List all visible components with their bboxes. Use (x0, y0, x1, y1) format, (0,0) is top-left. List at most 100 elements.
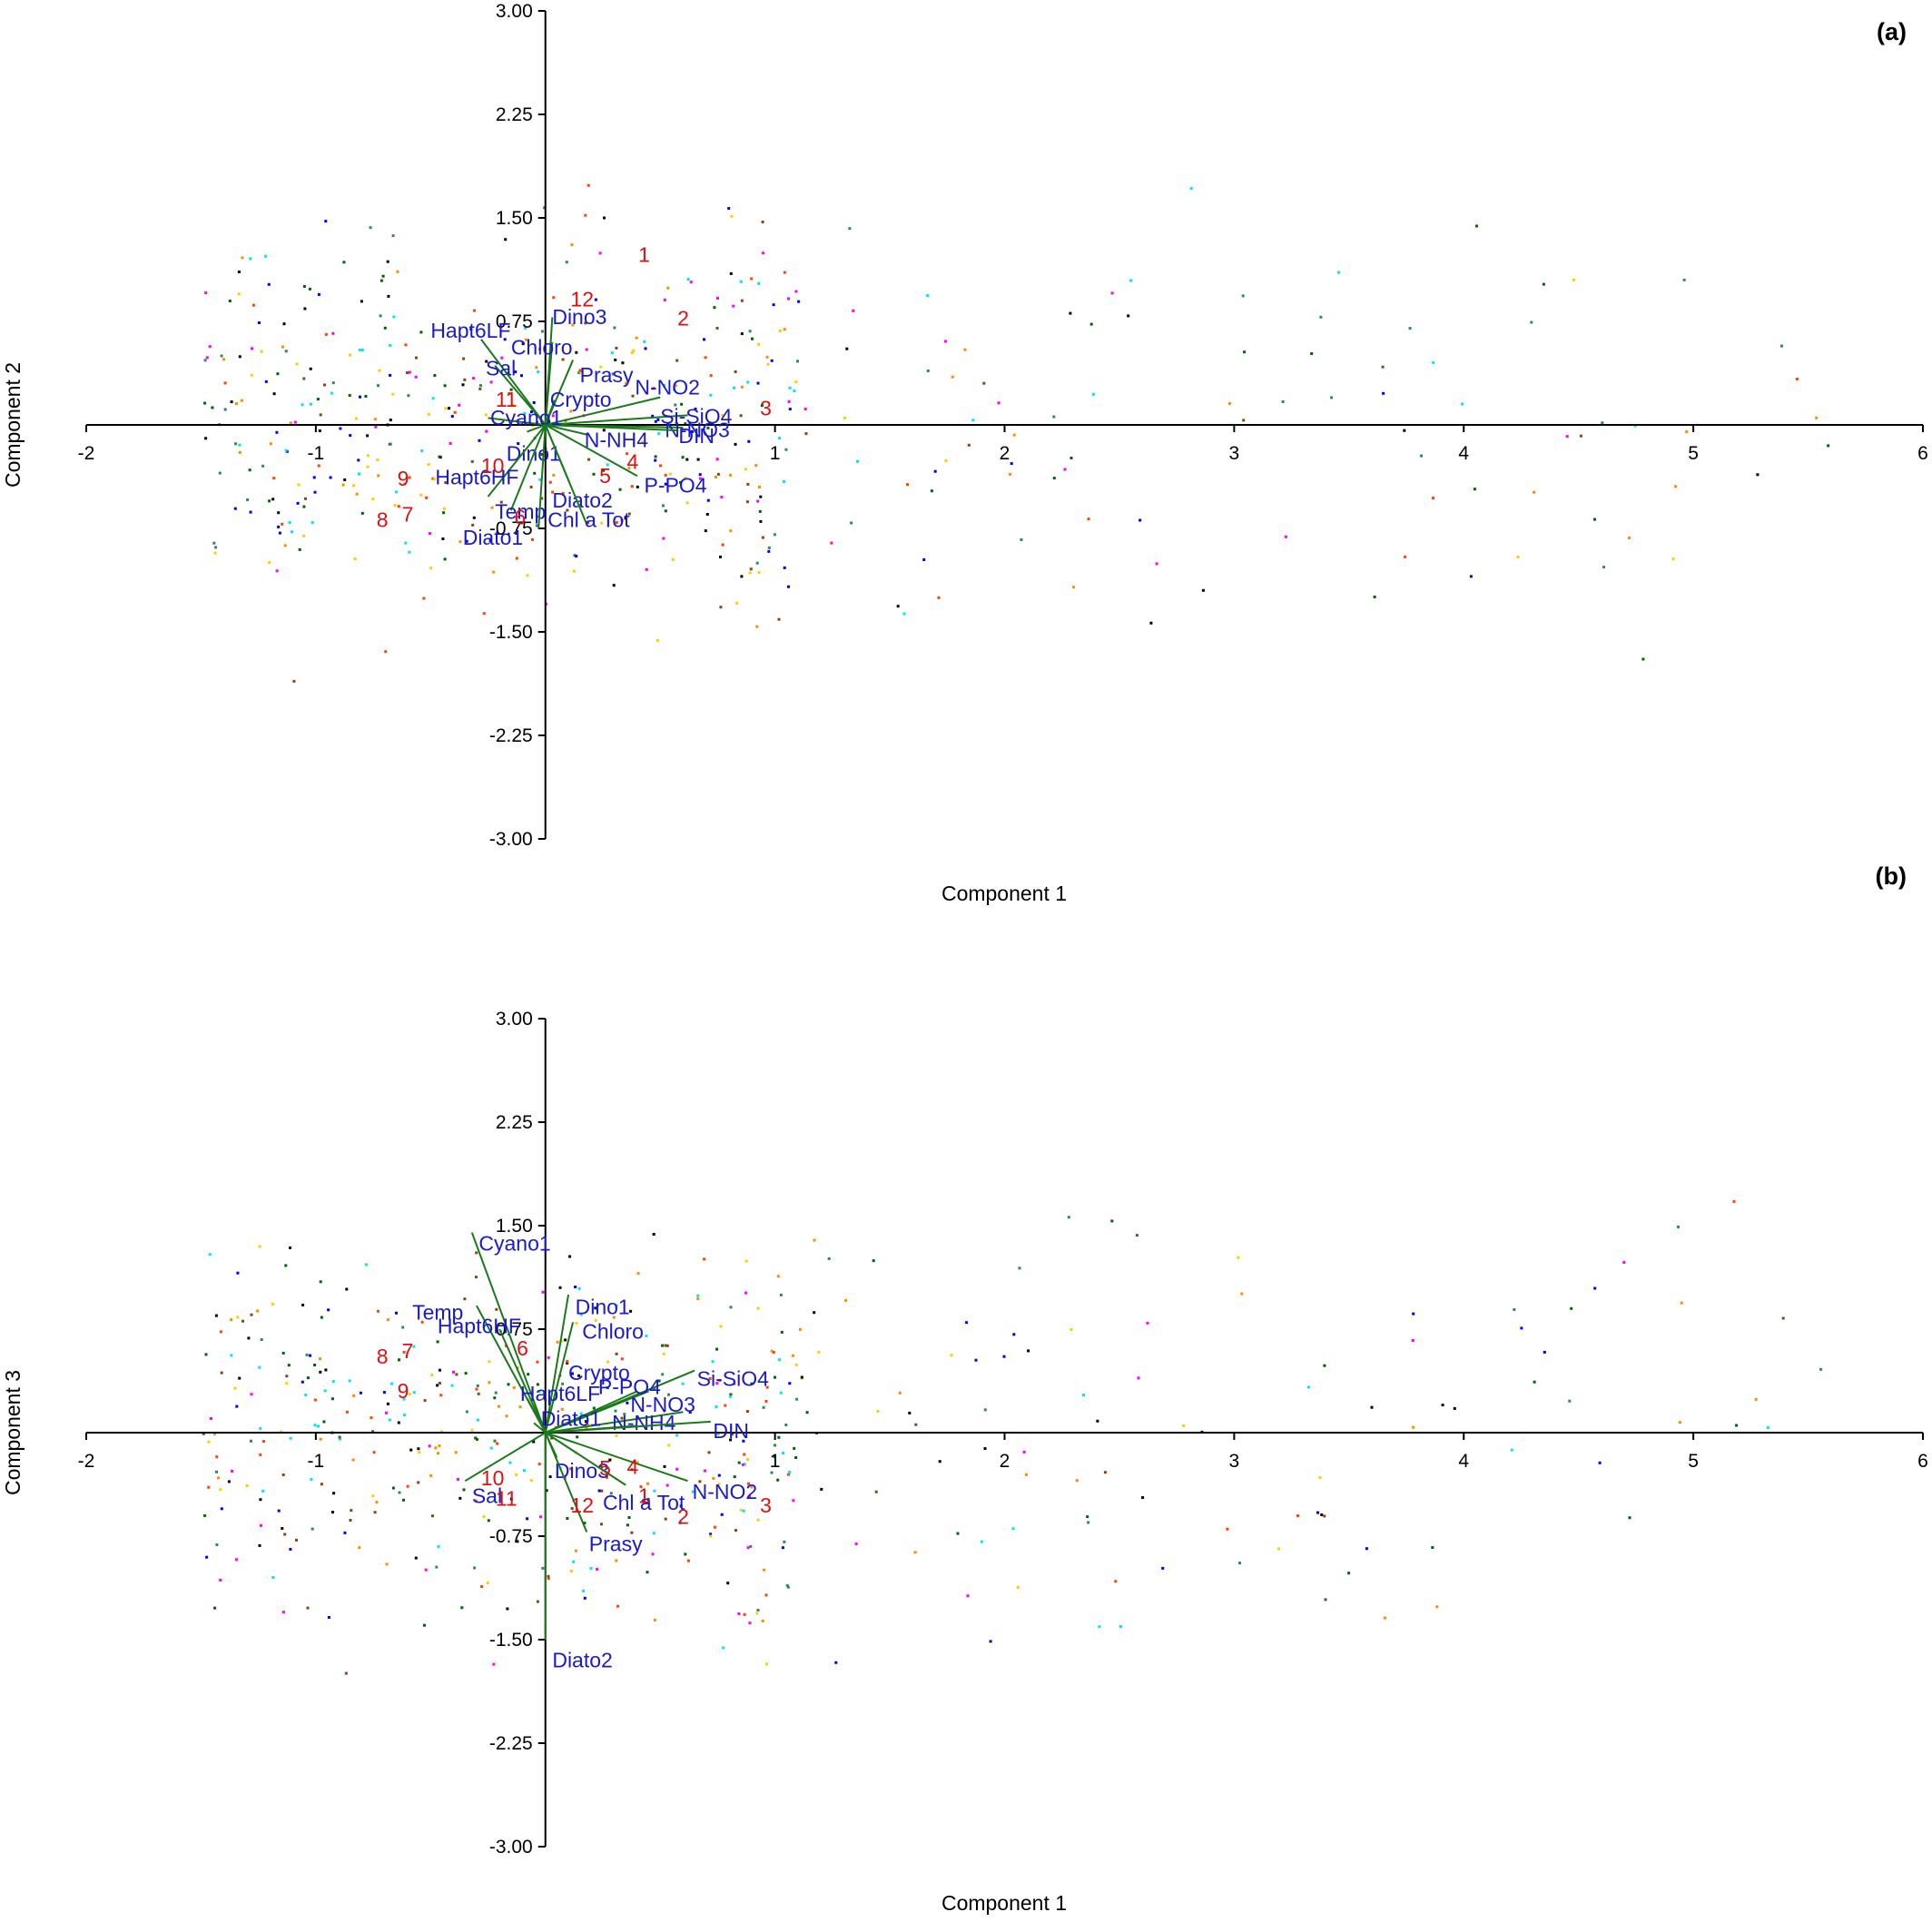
observation-point (382, 1391, 386, 1395)
observation-point (1020, 538, 1023, 541)
observation-point (475, 1251, 478, 1255)
observation-point (203, 401, 207, 405)
observation-point (1602, 566, 1606, 569)
observation-point (249, 510, 252, 514)
observation-point (767, 546, 771, 549)
observation-point (331, 381, 335, 385)
observation-point (1182, 1424, 1186, 1427)
variable-label: P-PO4 (644, 473, 706, 497)
observation-point (437, 1452, 439, 1455)
observation-point (584, 213, 587, 217)
observation-point (712, 1477, 715, 1480)
observation-point (980, 1540, 983, 1543)
observation-point (1732, 1199, 1736, 1203)
observation-point (813, 1311, 816, 1315)
variable-label: Sal (486, 356, 516, 379)
observation-point (441, 537, 445, 540)
observation-point (1432, 497, 1434, 500)
observation-point (280, 1430, 283, 1434)
observation-point (1677, 1225, 1680, 1228)
observation-point (1016, 1586, 1020, 1589)
observation-point (636, 1461, 639, 1464)
y-tick-label: -2.25 (489, 725, 533, 746)
observation-point (569, 1467, 573, 1471)
observation-point (433, 374, 437, 377)
observation-point (305, 1353, 309, 1356)
observation-point (781, 1546, 784, 1550)
observation-point (1461, 402, 1464, 406)
x-tick-label: -2 (78, 443, 95, 464)
observation-point (1533, 1380, 1536, 1384)
observation-point (675, 422, 678, 426)
observation-point (376, 458, 380, 461)
month-label: 12 (570, 1493, 594, 1517)
month-label: 4 (626, 450, 638, 474)
observation-point (341, 483, 345, 487)
observation-point (748, 330, 752, 333)
panel-b-axes: -2 -1 1 2 3 4 5 63.002.251.500.75-0.75-1.50-2.2… (78, 1009, 1928, 1858)
observation-point (950, 1354, 953, 1357)
observation-point (698, 1480, 702, 1483)
observation-point (268, 561, 271, 565)
observation-point (1241, 294, 1245, 298)
observation-point (498, 1405, 500, 1408)
observation-point (414, 375, 418, 379)
observation-point (561, 358, 565, 361)
observation-point (569, 1570, 573, 1573)
observation-point (419, 493, 423, 497)
observation-point (349, 353, 352, 357)
variable-label: Cyano1 (478, 1231, 550, 1255)
observation-point (439, 1394, 443, 1397)
observation-point (763, 1568, 766, 1572)
observation-point (488, 538, 492, 542)
observation-point (1110, 1219, 1114, 1223)
month-label: 10 (481, 454, 505, 478)
observation-point (713, 1525, 716, 1529)
y-tick-label: 2.25 (496, 104, 533, 125)
observation-point (755, 561, 759, 565)
loading-vector (544, 1432, 588, 1533)
observation-point (663, 298, 666, 301)
observation-point (384, 650, 388, 654)
observation-point (219, 1330, 222, 1334)
x-tick-label: 1 (770, 443, 781, 464)
observation-point (460, 1606, 464, 1610)
y-tick-label: 3.00 (496, 1009, 533, 1030)
observation-point (388, 1418, 391, 1422)
observation-point (761, 1619, 764, 1622)
month-label: 10 (481, 1466, 505, 1490)
variable-label: Sal (472, 1484, 502, 1508)
variable-label: Dino3 (552, 305, 606, 329)
observation-point (465, 539, 468, 543)
observation-point (679, 1521, 683, 1524)
observation-point (358, 348, 361, 351)
loading-vector (464, 1432, 547, 1483)
observation-point (1382, 391, 1385, 395)
observation-point (319, 1437, 322, 1441)
observation-point (493, 1439, 497, 1443)
observation-point (577, 1374, 581, 1377)
observation-point (204, 1353, 208, 1356)
observation-point (1381, 365, 1385, 369)
observation-point (281, 1351, 285, 1355)
observation-point (444, 481, 448, 485)
observation-point (258, 1365, 261, 1369)
observation-point (793, 1446, 796, 1450)
observation-point (360, 300, 363, 303)
observation-point (776, 1275, 780, 1278)
observation-point (967, 443, 971, 447)
observation-point (778, 437, 782, 440)
y-tick-label: -1.50 (489, 622, 533, 643)
observation-point (1628, 537, 1631, 539)
observation-point (654, 455, 657, 458)
observation-point (454, 1451, 458, 1454)
observation-point (718, 1378, 722, 1382)
observation-point (788, 386, 792, 389)
observation-point (803, 408, 807, 411)
month-label: 7 (402, 1339, 414, 1363)
panel-label: (a) (1877, 18, 1907, 45)
observation-point (359, 395, 361, 399)
observation-point (575, 1321, 578, 1325)
observation-point (470, 459, 474, 463)
variable-label: N-NO2 (635, 376, 700, 399)
